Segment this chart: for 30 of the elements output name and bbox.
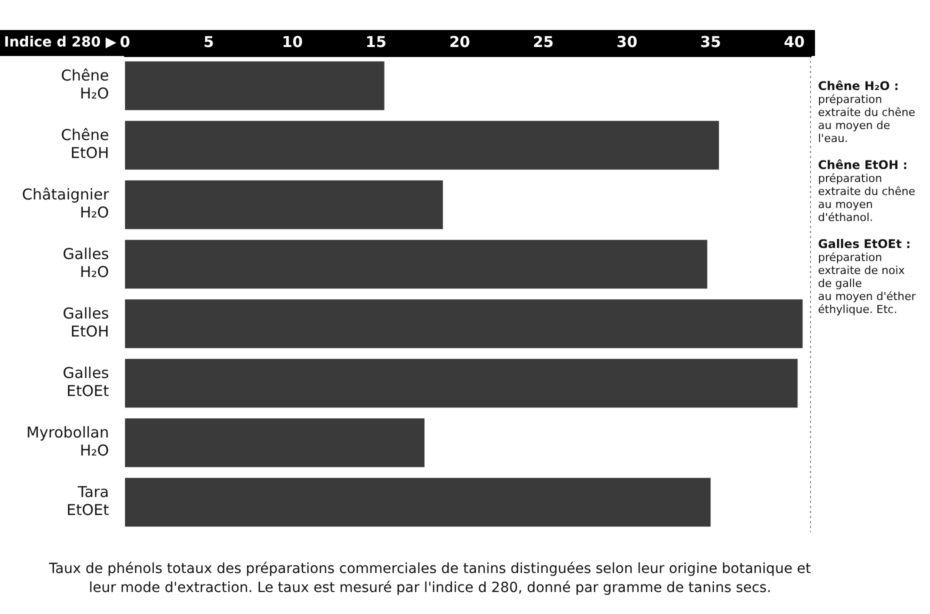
x-tick-label: 0 (120, 32, 130, 51)
text: Chêne EtOH : préparation extraite du chêne au moyen d'éthanol. (818, 158, 916, 224)
x-tick-label: 25 (532, 32, 554, 51)
y-tick-label: Chêne H₂O (61, 66, 109, 103)
text: Taux de phénols totaux des préparations commerciales de tanins distinguées selon leur origine botanique et leur mode d'extraction. Le taux est mesuré par l'indice d 280, donné par gramme de tanins secs. (48, 560, 812, 598)
bar (125, 120, 719, 170)
y-tick-label: Chêne EtOH (61, 126, 109, 162)
y-tick-label: Châtaignier H₂O (22, 186, 110, 222)
y-tick-label: Galles EtOEt (62, 364, 110, 400)
bar (125, 358, 798, 408)
bar (125, 180, 443, 230)
y-tick-label: Galles EtOH (62, 304, 110, 341)
text: Galles EtOEt : préparation extraite de noix de galle au moyen d'éther éthylique. Etc. (818, 237, 917, 316)
bar (125, 418, 424, 468)
x-tick-label: 5 (203, 32, 214, 51)
x-tick-label: 10 (282, 32, 303, 51)
text: Chêne H₂O : préparation extraite du chêne au moyen de l'eau. (818, 79, 916, 145)
bar (125, 478, 711, 527)
x-tick-label: 30 (616, 32, 638, 51)
x-tick-label: 20 (449, 32, 470, 51)
x-axis-title: Indice d 280 ▶ (4, 34, 117, 51)
bar (125, 299, 803, 348)
x-tick-label: 40 (784, 32, 805, 51)
bar (125, 240, 708, 289)
y-tick-label: Myrobollan H₂O (26, 424, 109, 460)
bar (125, 61, 384, 110)
y-tick-label: Galles H₂O (62, 245, 110, 282)
x-tick-label: 15 (366, 32, 386, 51)
y-tick-label: Tara EtOEt (66, 483, 110, 520)
x-tick-label: 35 (700, 32, 722, 51)
